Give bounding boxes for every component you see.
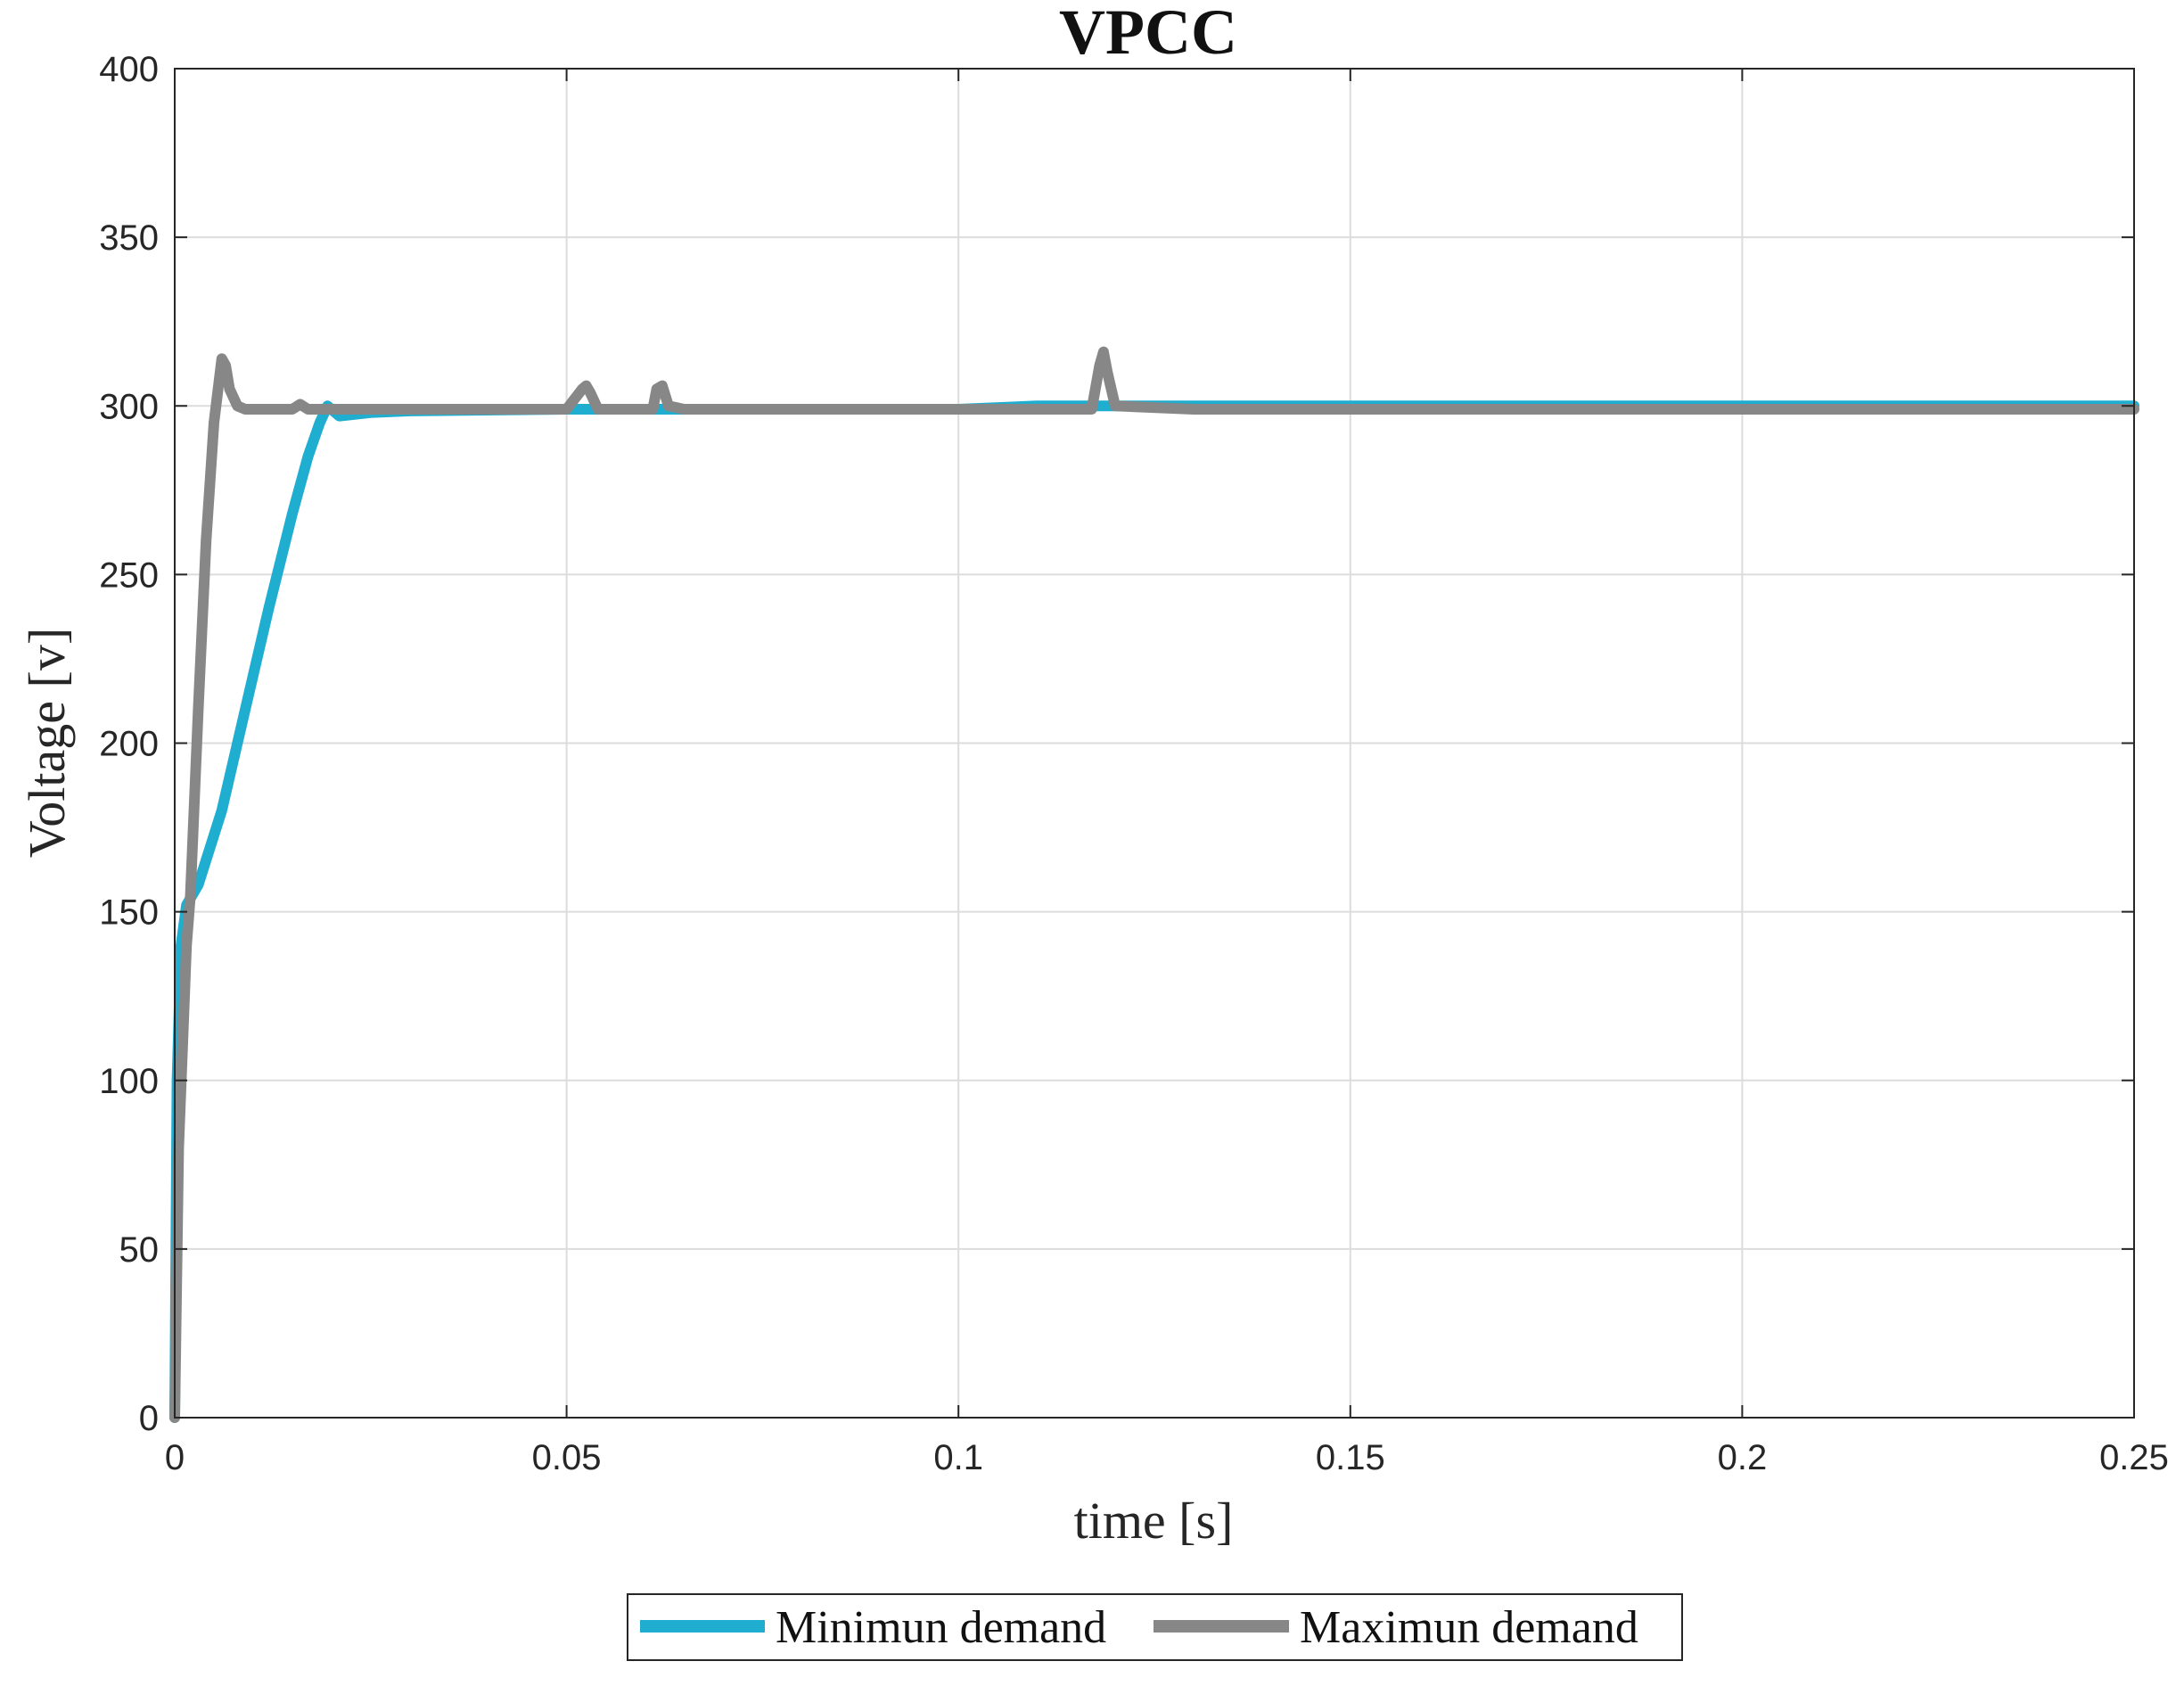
chart-title: VPCC — [1059, 0, 1237, 68]
x-tick-label: 0.1 — [933, 1438, 983, 1477]
x-tick-label: 0.2 — [1718, 1438, 1768, 1477]
series-line-maximum-demand — [169, 346, 2139, 1423]
x-tick-label: 0.05 — [532, 1438, 602, 1477]
y-tick-label: 350 — [99, 218, 159, 258]
y-tick-label: 250 — [99, 555, 159, 595]
y-tick-label: 300 — [99, 387, 159, 426]
legend-label-minimum-demand: Minimun demand — [776, 1602, 1106, 1653]
y-tick-label: 400 — [99, 50, 159, 89]
axis-ticks: 0 0.05 0.1 0.15 0.2 0.25 0 50 100 150 200 250 300 350… — [99, 50, 2169, 1477]
series-layer — [169, 346, 2139, 1423]
y-tick-label: 50 — [119, 1230, 160, 1270]
x-tick-label: 0 — [165, 1438, 185, 1477]
x-axis-label: time [s] — [1074, 1492, 1234, 1550]
y-tick-label: 100 — [99, 1062, 159, 1101]
x-tick-label: 0.15 — [1316, 1438, 1385, 1477]
y-axis-label: Voltage [v] — [18, 628, 76, 858]
legend-label-maximum-demand: Maximun demand — [1300, 1602, 1638, 1653]
y-tick-label: 0 — [139, 1399, 159, 1438]
legend: Minimun demand Maximun demand — [627, 1593, 1683, 1661]
x-tick-label: 0.25 — [2099, 1438, 2169, 1477]
y-tick-label: 150 — [99, 893, 159, 933]
y-tick-label: 200 — [99, 725, 159, 764]
